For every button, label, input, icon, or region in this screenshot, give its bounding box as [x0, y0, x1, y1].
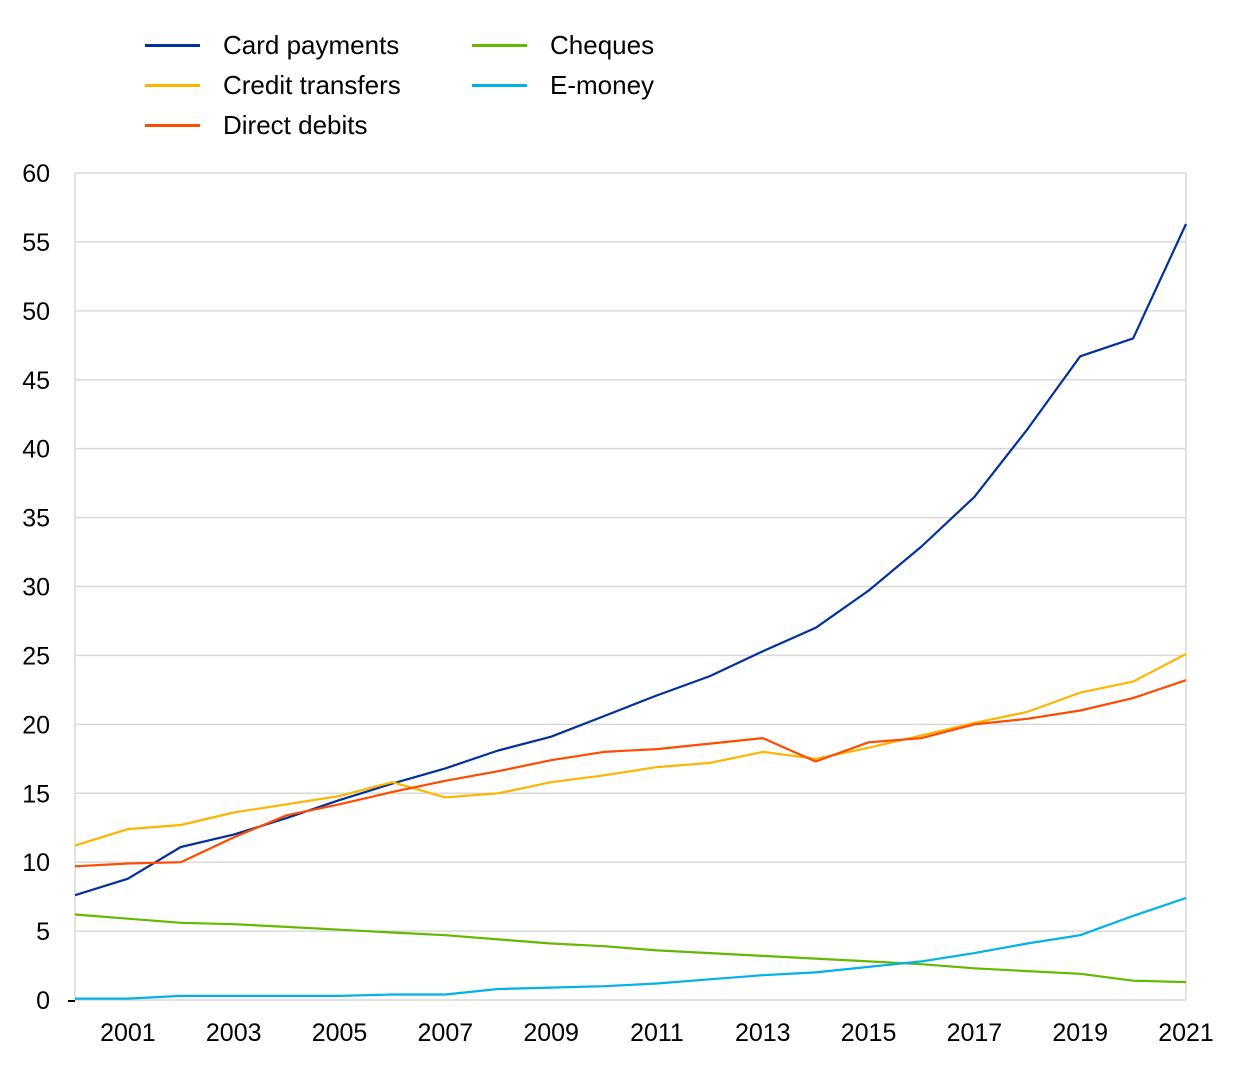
y-tick-label: 30 — [22, 574, 50, 602]
legend-label: E-money — [550, 70, 655, 100]
y-tick-label: 20 — [22, 711, 50, 739]
x-tick-label: 2021 — [1158, 1019, 1214, 1047]
axes — [68, 173, 1187, 1002]
y-tick-label: 40 — [22, 436, 50, 464]
x-tick-label: 2005 — [312, 1019, 368, 1047]
legend-label: Cheques — [550, 30, 655, 60]
legend-item-direct-debits: Direct debits — [145, 108, 368, 142]
legend-swatch-cheques — [472, 43, 527, 47]
legend-swatch-card-payments — [145, 43, 200, 47]
x-tick-label: 2013 — [735, 1019, 791, 1047]
y-tick-label: 45 — [22, 367, 50, 395]
x-tick-label: 2001 — [100, 1019, 156, 1047]
series-line-e-money — [75, 896, 1187, 1000]
legend-item-cheques: Cheques — [472, 28, 654, 62]
x-tick-label: 2019 — [1052, 1019, 1108, 1047]
series-line-credit-transfers — [74, 653, 1187, 847]
y-tick-label: 5 — [36, 918, 50, 946]
legend-swatch-direct-debits — [145, 123, 200, 127]
x-tick-label: 2017 — [947, 1019, 1003, 1047]
series-lines — [74, 223, 1187, 1000]
series-line-card-payments — [74, 223, 1187, 897]
x-tick-label: 2015 — [841, 1019, 897, 1047]
y-tick-label: 50 — [22, 298, 50, 326]
y-axis-tick-labels: 0 5 10 15 20 25 30 35 40 45 50 55 60 — [22, 160, 50, 1015]
legend-swatch-credit-transfers — [145, 83, 200, 87]
x-tick-label: 2003 — [206, 1019, 262, 1047]
y-tick-label: 55 — [22, 229, 50, 257]
y-tick-label: 60 — [22, 160, 50, 188]
y-tick-label: 35 — [22, 505, 50, 533]
series-line-cheques — [74, 913, 1187, 984]
legend-item-e-money: E-money — [472, 68, 654, 102]
legend-item-card-payments: Card payments — [145, 28, 399, 62]
x-axis-tick-labels: 2001 2003 2005 2007 2009 2011 2013 2015 2017 2019… — [100, 1019, 1214, 1047]
legend-label: Credit transfers — [223, 70, 401, 100]
legend-item-credit-transfers: Credit transfers — [145, 68, 401, 102]
y-tick-label: 10 — [22, 849, 50, 877]
series-line-direct-debits — [74, 679, 1187, 868]
y-tick-label: 25 — [22, 642, 50, 670]
x-tick-label: 2007 — [418, 1019, 474, 1047]
legend-label: Direct debits — [223, 110, 368, 140]
x-tick-label: 2009 — [523, 1019, 579, 1047]
x-tick-label: 2011 — [630, 1019, 684, 1047]
gridlines — [75, 172, 1186, 1001]
chart-legend: Card payments Credit transfers Direct de… — [145, 28, 745, 148]
legend-label: Card payments — [223, 30, 400, 60]
y-tick-label: 0 — [36, 987, 50, 1015]
legend-swatch-e-money — [472, 83, 527, 87]
y-tick-label: 15 — [22, 780, 50, 808]
